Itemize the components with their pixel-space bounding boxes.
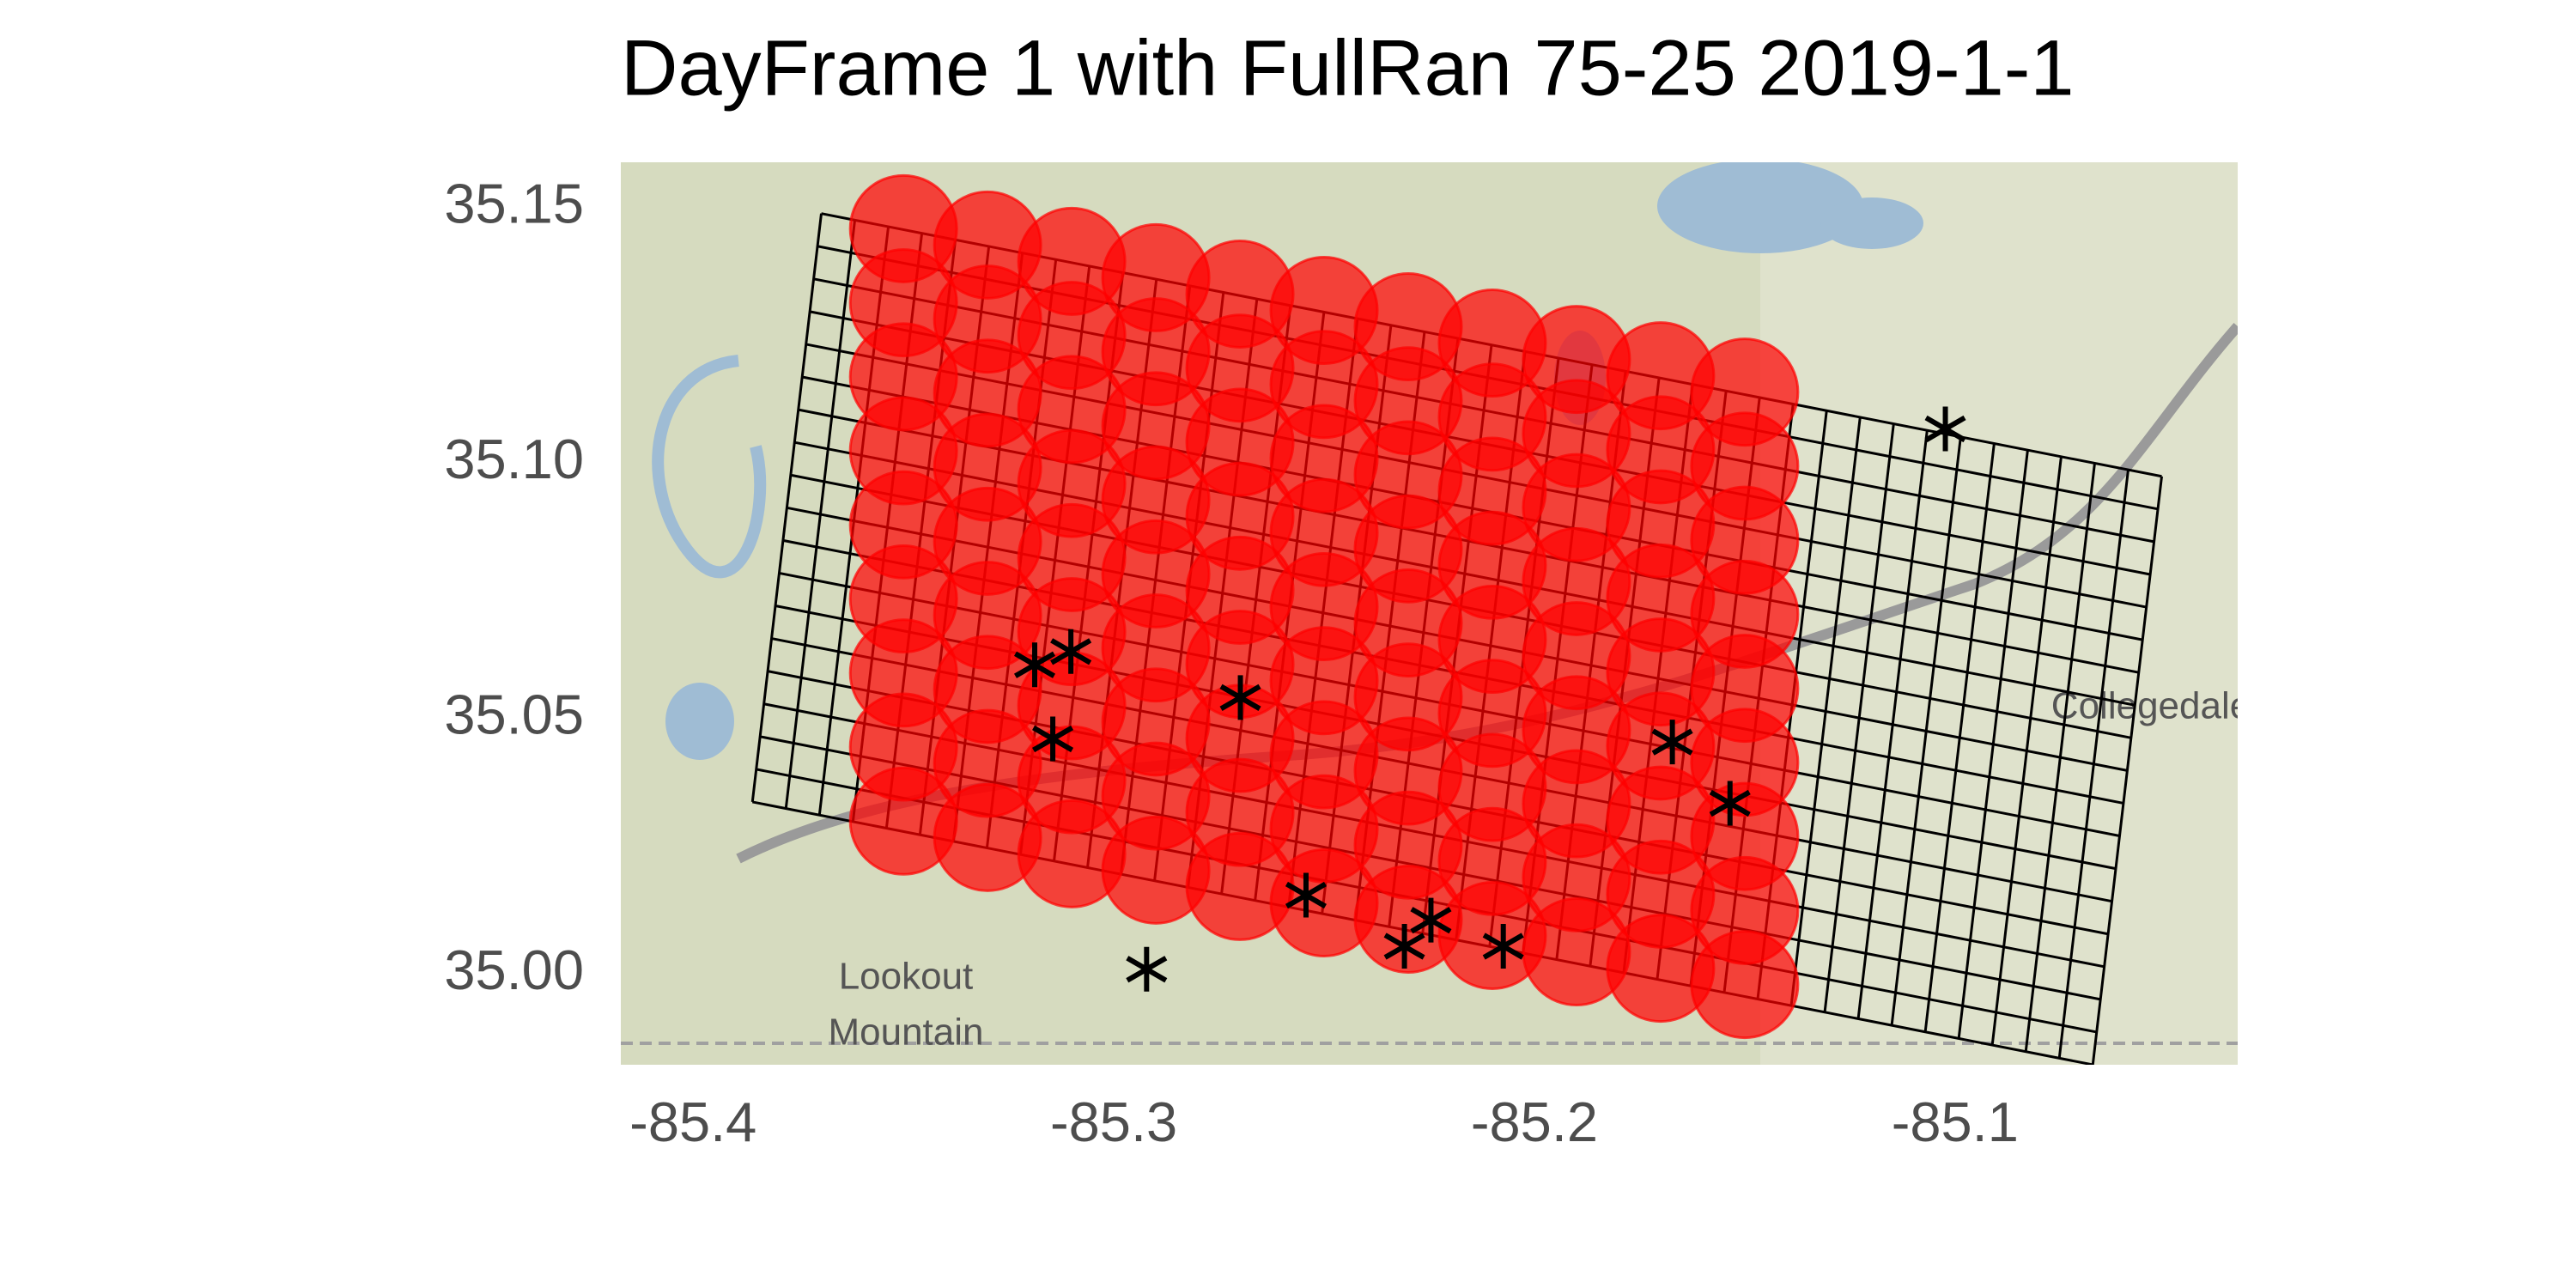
chart-title: DayFrame 1 with FullRan 75-25 2019-1-1: [621, 24, 2075, 112]
star-point: [1032, 716, 1074, 762]
star-point: [1126, 946, 1168, 992]
star-point: [1219, 675, 1261, 720]
y-tick-label: 35.10: [444, 428, 584, 490]
map-label: Lookout: [839, 956, 974, 998]
red-point: [1690, 930, 1800, 1040]
y-tick-label: 35.15: [444, 173, 584, 235]
star-point: [1651, 720, 1693, 765]
y-tick-label: 35.00: [444, 939, 584, 1001]
star-point: [1383, 924, 1425, 969]
x-tick-label: -85.4: [629, 1091, 756, 1153]
x-tick-label: -85.1: [1892, 1091, 2019, 1153]
star-point: [1482, 924, 1524, 969]
star-point: [1013, 642, 1056, 688]
map-label: Mountain: [828, 1012, 983, 1054]
star-point: [1410, 897, 1452, 943]
star-point: [1285, 872, 1327, 918]
x-tick-label: -85.2: [1471, 1091, 1598, 1153]
y-tick-label: 35.05: [444, 683, 584, 745]
star-point: [1924, 406, 1966, 452]
map-label: Collegedale: [2051, 685, 2251, 727]
marks: [848, 173, 1966, 1040]
star-point: [1050, 629, 1092, 674]
star-point: [1709, 781, 1751, 826]
x-tick-label: -85.3: [1050, 1091, 1177, 1153]
